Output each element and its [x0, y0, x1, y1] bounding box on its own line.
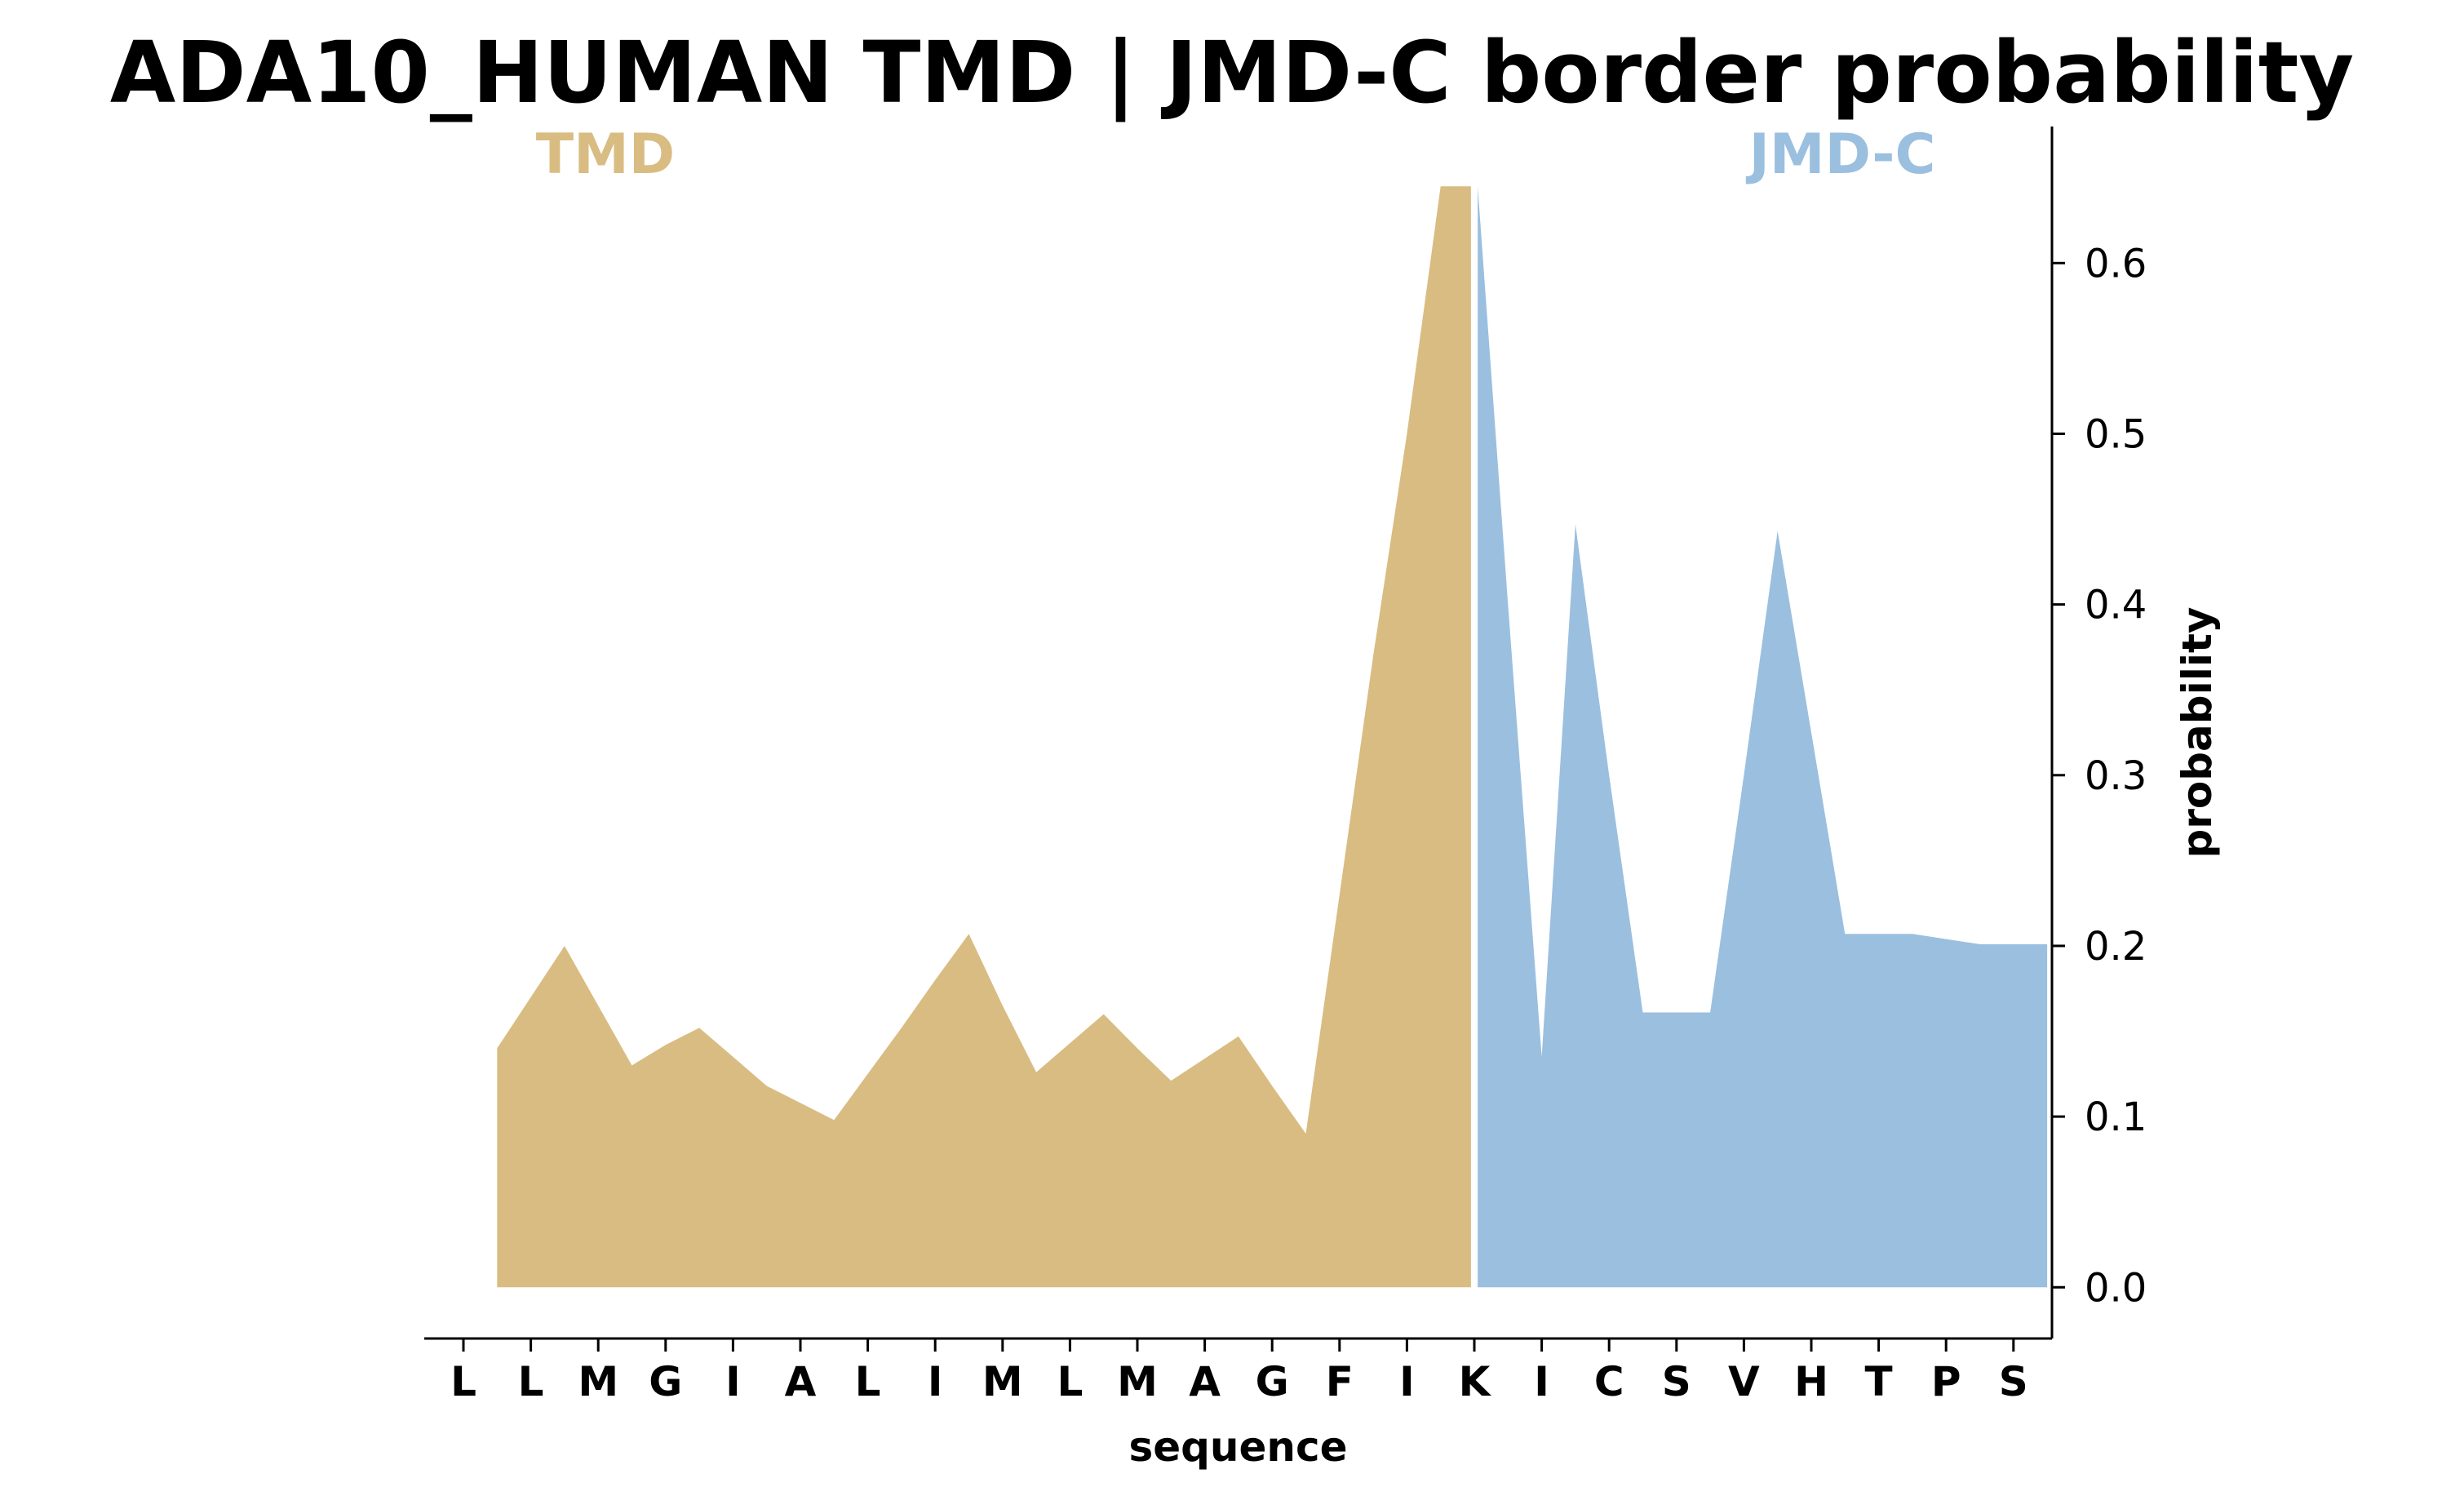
x-tick-label: G: [649, 1358, 682, 1405]
x-tick-label: K: [1459, 1358, 1492, 1405]
y-axis-ticks: 0.0 0.1 0.2 0.3 0.4 0.5 0.6: [2052, 241, 2147, 1311]
x-tick-label: M: [578, 1358, 618, 1405]
x-tick-label: T: [1865, 1358, 1893, 1405]
x-tick-label: H: [1794, 1358, 1828, 1405]
y-axis-label: probability: [2174, 606, 2221, 858]
area-series-jmd-c: [1478, 186, 2048, 1288]
x-tick-label: A: [1189, 1358, 1221, 1405]
x-axis-label: sequence: [1128, 1423, 1347, 1471]
x-tick-label: I: [928, 1358, 943, 1405]
x-tick-label: M: [982, 1358, 1023, 1405]
x-tick-label: S: [1999, 1358, 2028, 1405]
x-tick-label: P: [1931, 1358, 1961, 1405]
chart-title: ADA10_HUMAN TMD | JMD-C border probabili…: [110, 23, 2354, 122]
x-tick-label: I: [1399, 1358, 1415, 1405]
y-tick-label: 0.2: [2085, 924, 2147, 970]
x-tick-label: C: [1594, 1358, 1624, 1405]
region-label-jmd-c: JMD-C: [1746, 122, 1936, 187]
area-series-group: [497, 186, 2048, 1288]
x-tick-label: I: [725, 1358, 741, 1405]
x-tick-label: L: [1057, 1358, 1083, 1405]
x-tick-label: G: [1256, 1358, 1289, 1405]
region-label-tmd: TMD: [536, 122, 676, 187]
x-tick-label: A: [785, 1358, 817, 1405]
y-tick-label: 0.4: [2085, 583, 2147, 628]
x-tick-label: L: [450, 1358, 476, 1405]
y-tick-label: 0.6: [2085, 241, 2147, 286]
area-series-tmd: [497, 186, 1471, 1288]
x-tick-label: L: [518, 1358, 544, 1405]
x-tick-label: F: [1326, 1358, 1354, 1405]
x-tick-label: M: [1117, 1358, 1158, 1405]
x-tick-label: V: [1728, 1358, 1760, 1405]
x-tick-label: S: [1662, 1358, 1691, 1405]
y-tick-label: 0.3: [2085, 753, 2147, 799]
x-tick-label: I: [1534, 1358, 1549, 1405]
y-tick-label: 0.0: [2085, 1265, 2147, 1311]
region-labels: TMD JMD-C: [536, 122, 1936, 187]
x-tick-label: L: [855, 1358, 881, 1405]
y-tick-label: 0.1: [2085, 1094, 2147, 1140]
y-tick-label: 0.5: [2085, 411, 2147, 457]
